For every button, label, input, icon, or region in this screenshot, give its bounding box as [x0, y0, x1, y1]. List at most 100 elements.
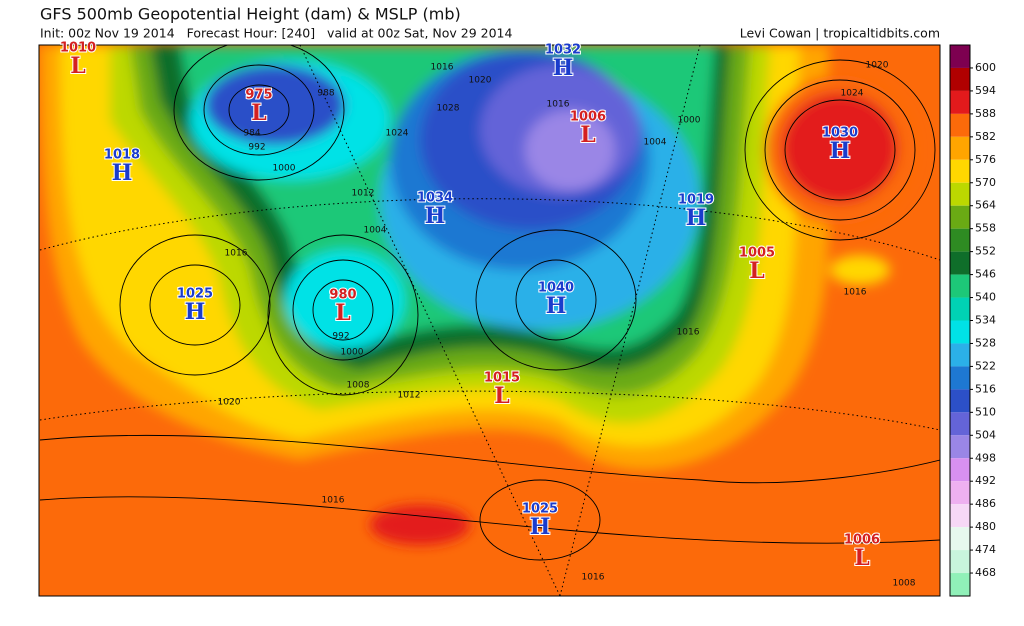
colorbar-label: 516 [975, 382, 996, 395]
colorbar-swatch [950, 113, 970, 137]
pressure-value: 980 [329, 288, 356, 303]
isobar-label: 1012 [352, 189, 375, 199]
colorbar-label: 480 [975, 520, 996, 533]
pressure-symbol: L [70, 53, 85, 79]
isobar-label: 1000 [678, 116, 701, 126]
isobar-label: 1000 [273, 164, 296, 174]
colorbar-label: 486 [975, 497, 996, 510]
credit: Levi Cowan | tropicaltidbits.com [740, 26, 940, 41]
colorbar-swatch [950, 136, 970, 160]
colorbar-label: 576 [975, 153, 996, 166]
pressure-symbol: H [530, 514, 551, 540]
colorbar-label: 492 [975, 474, 996, 487]
colorbar-swatch [950, 67, 970, 91]
pressure-value: 975 [245, 88, 272, 103]
colorbar-swatch [950, 251, 970, 275]
colorbar-swatch [950, 550, 970, 574]
isobar-label: 1020 [218, 398, 241, 408]
colorbar: 600 594 588 582 576 570 564 558 552 546 540 534 528 5… [949, 44, 996, 597]
colorbar-label: 552 [975, 245, 996, 258]
colorbar-label: 498 [975, 451, 996, 464]
title: GFS 500mb Geopotential Height (dam) & MS… [40, 5, 461, 24]
pressure-symbol: H [546, 293, 567, 319]
isobar-label: 1016 [677, 328, 700, 338]
colorbar-label: 594 [975, 84, 996, 97]
colorbar-swatch [950, 274, 970, 298]
isobar-label: 1028 [437, 104, 460, 114]
colorbar-label: 582 [975, 130, 996, 143]
isobar-label: 1020 [866, 61, 889, 71]
isobar-label: 1024 [841, 89, 864, 99]
isobar-label: 1016 [431, 63, 454, 73]
colorbar-label: 510 [975, 405, 996, 418]
pressure-value: 1018 [104, 148, 140, 163]
colorbar-label: 522 [975, 359, 996, 372]
colorbar-label: 534 [975, 314, 996, 327]
pressure-symbol: L [251, 100, 266, 126]
colorbar-swatch [950, 573, 970, 596]
lat-lon-lines [39, 45, 940, 596]
colorbar-swatch [950, 297, 970, 321]
colorbar-swatch [950, 182, 970, 206]
pressure-symbol: L [335, 300, 350, 326]
colorbar-swatch [950, 389, 970, 413]
colorbar-label: 588 [975, 107, 996, 120]
pressure-symbol: H [830, 138, 851, 164]
colorbar-swatch [950, 205, 970, 229]
pressure-value: 1032 [545, 43, 581, 58]
colorbar-label: 504 [975, 428, 996, 441]
colorbar-swatch [950, 435, 970, 459]
colorbar-label: 528 [975, 336, 996, 349]
pressure-symbol: L [494, 383, 509, 409]
pressure-value: 1005 [739, 246, 775, 261]
map-frame [38, 44, 941, 597]
colorbar-swatch [950, 320, 970, 344]
colorbar-swatch [950, 90, 970, 114]
isobar-label: 1016 [322, 496, 345, 506]
isobar-label: 984 [243, 129, 260, 139]
pressure-value: 1034 [417, 191, 453, 206]
pressure-value: 1040 [538, 281, 574, 296]
isobar-label: 1024 [386, 129, 409, 139]
colorbar-label: 600 [975, 61, 996, 74]
colorbar-swatch [950, 481, 970, 505]
colorbar-label: 564 [975, 199, 996, 212]
pressure-value: 1010 [60, 41, 96, 56]
subtitle: Init: 00z Nov 19 2014 Forecast Hour: [24… [40, 26, 512, 41]
pressure-value: 1019 [678, 193, 714, 208]
colorbar-label: 540 [975, 291, 996, 304]
isobar-label: 1012 [398, 391, 421, 401]
isobar-label: 988 [317, 89, 334, 99]
pressure-symbol: H [425, 203, 446, 229]
isobar-label: 1016 [582, 573, 605, 583]
pressure-value: 1025 [177, 287, 213, 302]
pressure-symbol: L [580, 122, 595, 148]
pressure-symbol: H [553, 55, 574, 81]
colorbar-label: 558 [975, 222, 996, 235]
colorbar-swatch [950, 343, 970, 367]
colorbar-swatch [950, 412, 970, 436]
pressure-symbol: H [185, 299, 206, 325]
pressure-symbol: L [854, 545, 869, 571]
pressure-value: 1025 [522, 502, 558, 517]
pressure-symbol: H [686, 205, 707, 231]
pressure-value: 1030 [822, 126, 858, 141]
isobar-label: 992 [248, 143, 265, 153]
isobar-label: 1016 [225, 249, 248, 259]
isobar-label: 1008 [893, 579, 916, 589]
isobars [39, 45, 940, 561]
colorbar-label: 474 [975, 543, 996, 556]
colorbar-swatch [950, 159, 970, 183]
colorbar-swatch [950, 228, 970, 252]
colorbar-swatch [950, 45, 970, 68]
colorbar-label: 546 [975, 268, 996, 281]
colorbar-swatch [950, 504, 970, 528]
pressure-value: 1006 [570, 110, 606, 125]
colorbar-swatch [950, 366, 970, 390]
isobar-label: 1016 [844, 288, 867, 298]
colorbar-label: 468 [975, 566, 996, 579]
colorbar-swatch [950, 458, 970, 482]
map-fill [39, 45, 940, 596]
isobar-label: 1020 [469, 76, 492, 86]
